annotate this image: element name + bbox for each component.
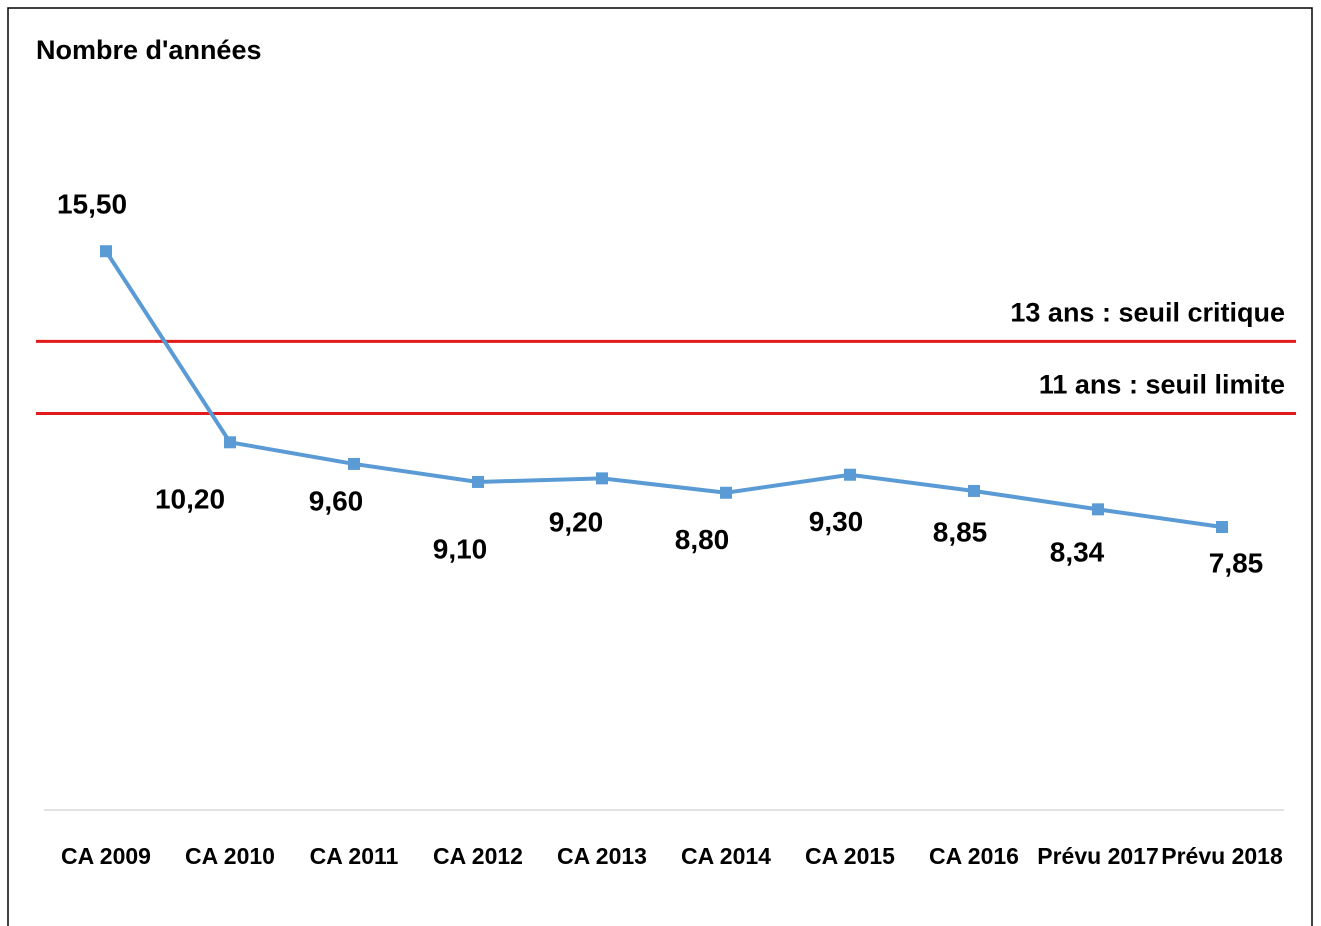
chart-title: Nombre d'années xyxy=(36,35,261,65)
value-label: 9,10 xyxy=(433,533,488,564)
value-label: 8,34 xyxy=(1050,537,1105,568)
x-tick-label: Prévu 2018 xyxy=(1161,843,1283,869)
value-label: 10,20 xyxy=(155,484,225,515)
marker xyxy=(720,486,732,499)
marker xyxy=(472,475,484,488)
reference-label: 11 ans : seuil limite xyxy=(1039,370,1285,400)
value-label: 15,50 xyxy=(57,189,127,220)
x-tick-label: CA 2016 xyxy=(929,843,1019,869)
value-label: 8,80 xyxy=(675,524,730,555)
x-tick-label: CA 2010 xyxy=(185,843,275,869)
value-label: 9,60 xyxy=(309,485,364,516)
value-label: 9,30 xyxy=(809,506,864,537)
x-tick-label: CA 2015 xyxy=(805,843,895,869)
x-tick-label: CA 2014 xyxy=(681,843,771,869)
value-label: 7,85 xyxy=(1209,547,1264,578)
reference-label: 13 ans : seuil critique xyxy=(1010,297,1285,327)
x-tick-label: Prévu 2017 xyxy=(1037,843,1159,869)
value-label: 9,20 xyxy=(549,507,604,538)
marker xyxy=(844,468,856,481)
value-label: 8,85 xyxy=(933,516,988,547)
x-tick-label: CA 2013 xyxy=(557,843,647,869)
x-tick-label: CA 2009 xyxy=(61,843,151,869)
marker xyxy=(968,484,980,497)
marker xyxy=(348,457,360,470)
series-line xyxy=(104,250,1223,529)
x-tick-label: CA 2012 xyxy=(433,843,523,869)
marker xyxy=(100,245,112,258)
frame xyxy=(7,7,1313,926)
x-tick-label: CA 2011 xyxy=(309,843,399,869)
marker xyxy=(1092,503,1104,516)
marker xyxy=(224,436,236,449)
marker xyxy=(1216,521,1228,534)
marker xyxy=(596,472,608,485)
